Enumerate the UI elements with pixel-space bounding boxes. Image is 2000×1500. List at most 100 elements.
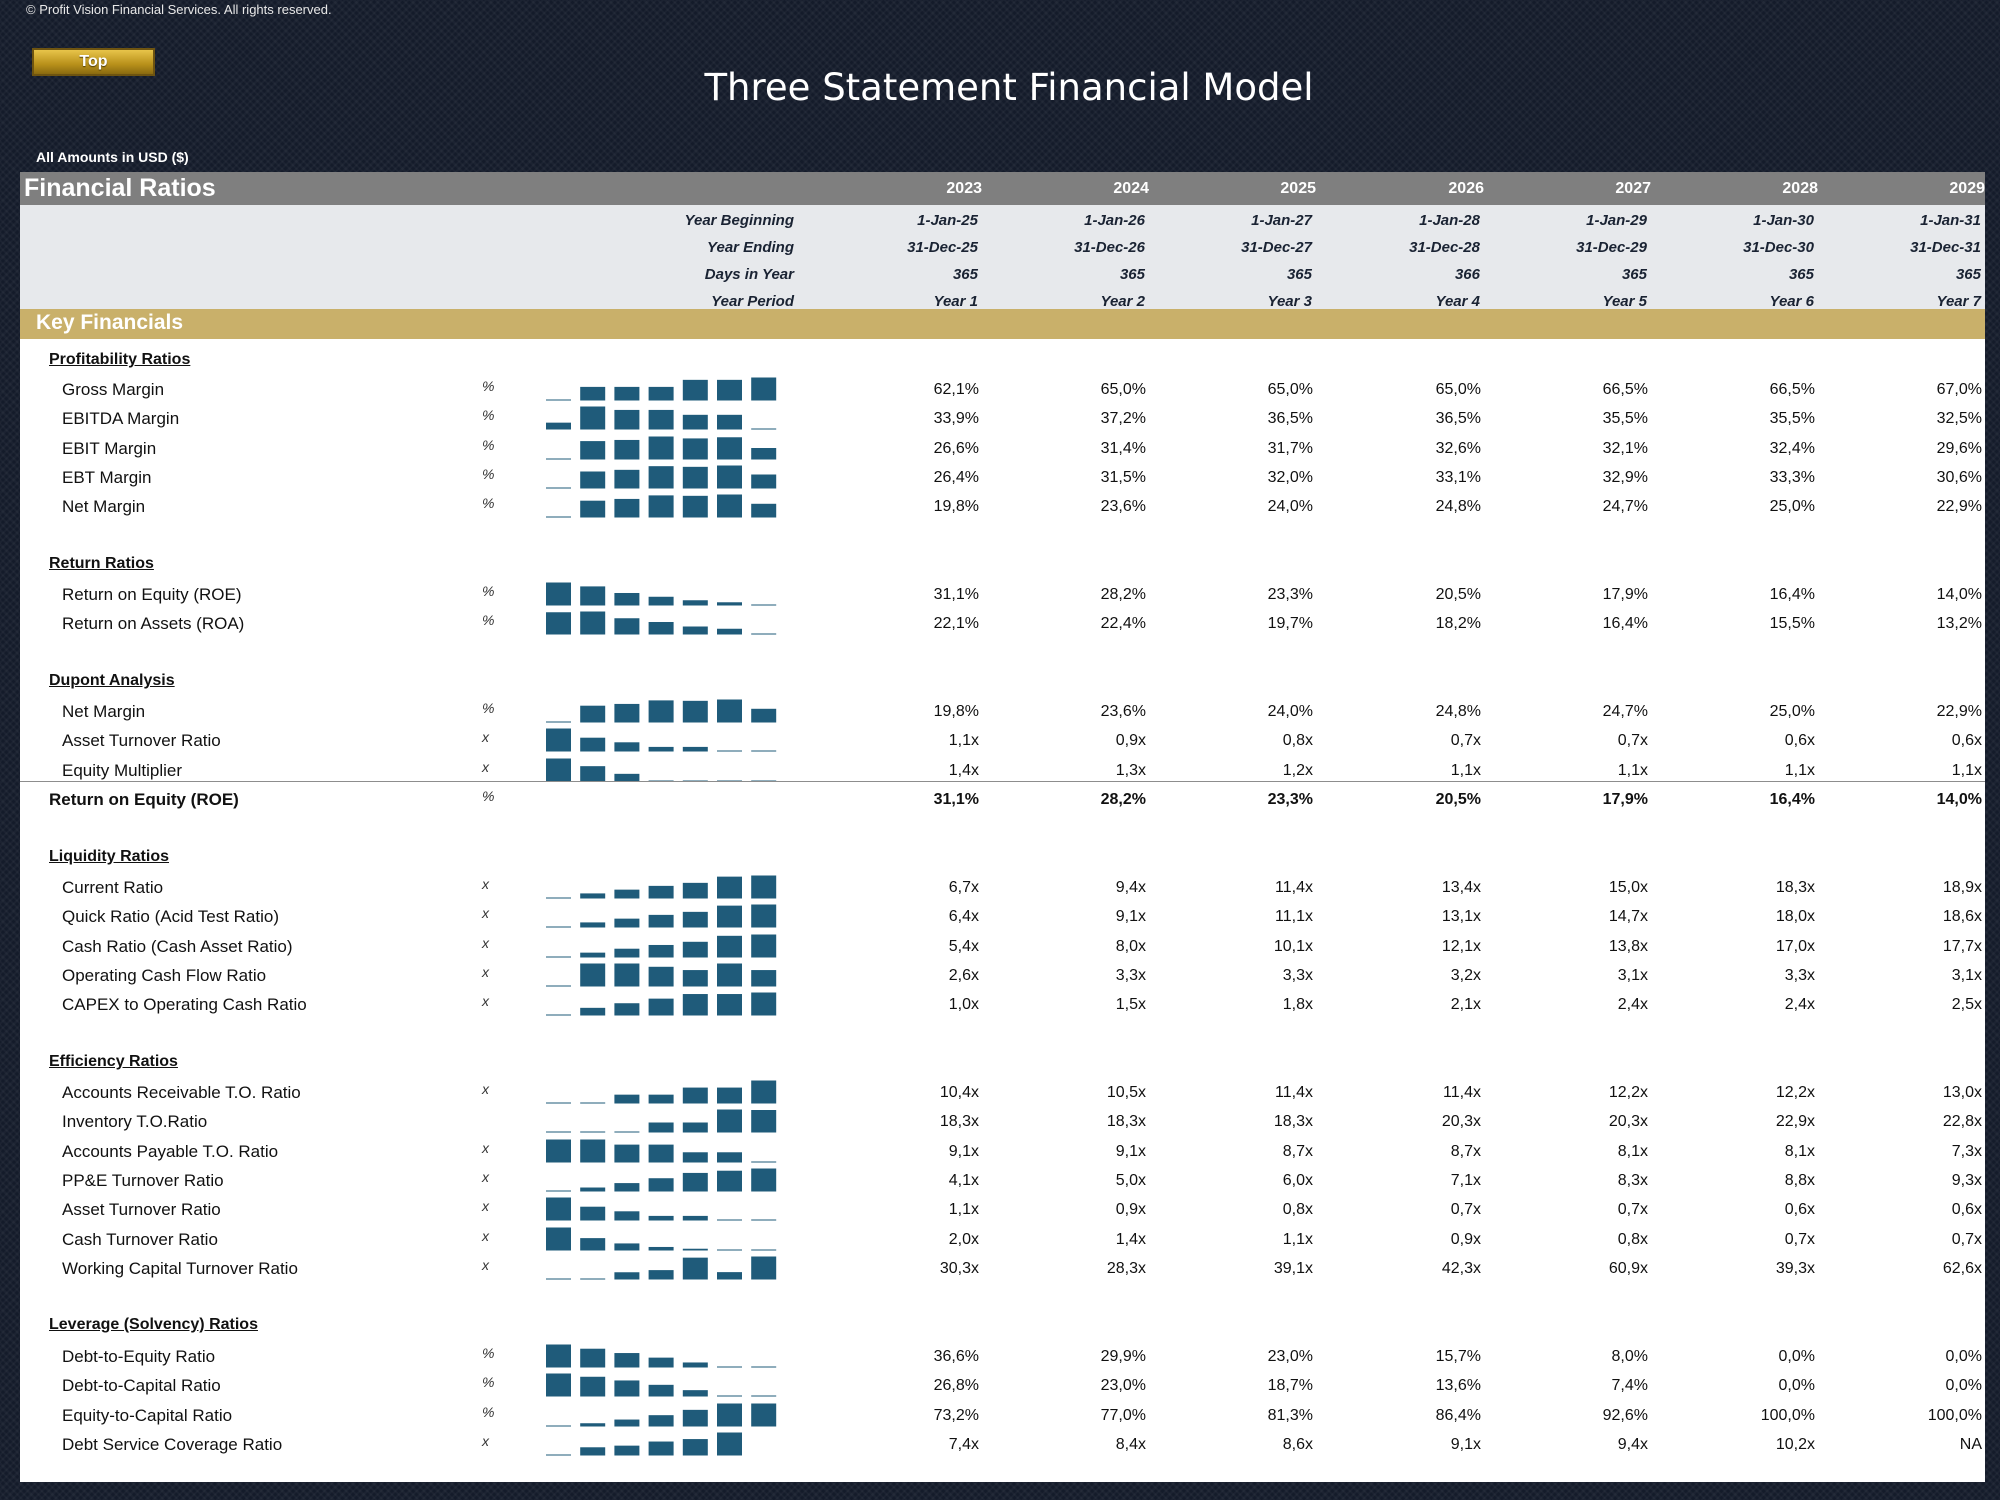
unit-indicator: % <box>482 407 495 424</box>
top-button[interactable]: Top <box>32 48 155 76</box>
sparkline-bar <box>682 438 708 460</box>
sparkline-baseline <box>546 399 571 401</box>
ratio-value: 0,0% <box>1778 1377 1815 1395</box>
period-value: Year 3 <box>1267 293 1312 310</box>
ratio-label: Current Ratio <box>62 878 164 897</box>
sparkline-baseline <box>751 780 777 782</box>
sparkline-bar <box>751 992 777 1016</box>
unit-indicator: % <box>482 1403 495 1420</box>
sparkline-bar <box>648 386 674 401</box>
ratio-row: PP&E Turnover Ratio x 4,1x 5,0x 6,0x 7,1x 8,3x… <box>20 1167 1985 1196</box>
ratio-value: 0,6x <box>1951 1201 1982 1219</box>
ratio-value: 18,9x <box>1942 879 1982 896</box>
ratio-value: 20,5% <box>1435 586 1481 603</box>
period-value: 365 <box>1955 266 1981 283</box>
ratio-label: Working Capital Turnover Ratio <box>62 1258 298 1278</box>
ratio-row: EBIT Margin% 26,6% 31,4% 31,7% 32,6% 32,1% 32,… <box>20 435 1985 464</box>
period-label: Year Period <box>711 293 794 310</box>
ratio-value: 13,4x <box>1441 879 1481 896</box>
sparkline-bar <box>648 1385 674 1397</box>
ratio-value: 1,4x <box>948 761 979 779</box>
ratio-value: 28,2% <box>1100 586 1146 603</box>
ratio-value: 2,5x <box>1951 996 1982 1014</box>
ratio-row: Equity-to-Capital Ratio% 73,2% 77,0% 81,3% 8… <box>20 1402 1985 1431</box>
year-header: 2023 <box>946 180 982 197</box>
ratio-label: Equity-to-Capital Ratio <box>62 1405 233 1425</box>
ratio-value: 20,3x <box>1608 1113 1648 1131</box>
sparkline-chart <box>546 1227 777 1250</box>
ratio-value: 1,1x <box>948 1201 979 1219</box>
ratio-value: 0,6x <box>1784 1201 1815 1219</box>
sparkline-baseline <box>682 780 708 782</box>
ratio-value: 1,1x <box>1617 761 1648 779</box>
ratio-value: 32,4% <box>1769 439 1815 457</box>
sparkline-bar <box>717 1109 742 1133</box>
ratio-value: 16,4% <box>1769 586 1815 603</box>
ratio-value: 31,7% <box>1267 439 1313 457</box>
ratio-value: 18,3x <box>1106 1113 1146 1131</box>
sparkline-bar <box>546 728 571 752</box>
sparkline-bar <box>648 1216 674 1221</box>
ratio-value: 32,0% <box>1267 468 1313 486</box>
ratio-value: 0,0% <box>1945 1377 1982 1395</box>
ratio-value: 23,6% <box>1100 703 1146 720</box>
ratio-value: 5,4x <box>948 937 979 955</box>
ratio-value: 24,7% <box>1602 498 1648 516</box>
ratio-value: 4,1x <box>948 1171 979 1189</box>
period-value: 365 <box>1119 266 1145 283</box>
sparkline-baseline <box>580 1278 606 1280</box>
ratio-value: 8,7x <box>1450 1142 1481 1160</box>
sparkline-baseline <box>751 1249 777 1250</box>
ratio-value: 23,3% <box>1267 586 1313 603</box>
ratio-value: 1,1x <box>1784 761 1815 779</box>
sparkline-bar <box>682 882 708 899</box>
period-value: 366 <box>1454 266 1480 283</box>
ratio-value: 5,0x <box>1115 1171 1146 1189</box>
ratio-value: 65,0% <box>1100 381 1146 398</box>
sparkline-bar <box>682 1248 708 1250</box>
sparkline-bar <box>717 494 742 518</box>
sparkline-bar <box>751 904 777 928</box>
period-value: 1-Jan-25 <box>917 212 978 229</box>
sparkline-baseline <box>546 458 571 460</box>
sparkline-baseline <box>717 1249 742 1250</box>
ratios-sheet: Financial Ratios 2023 2024 2025 2026 2027 202… <box>20 172 1985 1482</box>
sparkline-bar <box>717 935 742 958</box>
sparkline-baseline <box>717 1366 742 1368</box>
ratio-value: 8,6x <box>1282 1435 1313 1453</box>
ratio-value: 26,4% <box>933 468 979 486</box>
ratio-value: 24,8% <box>1435 703 1481 720</box>
ratio-value: 32,5% <box>1936 410 1982 428</box>
sparkline-chart <box>546 904 777 928</box>
sparkline-bar <box>648 915 674 928</box>
unit-indicator: % <box>482 465 495 482</box>
sparkline-bar <box>614 1094 640 1104</box>
ratio-value: 17,9% <box>1602 791 1648 808</box>
sparkline-bar <box>580 963 606 987</box>
sparkline-bar <box>682 912 708 928</box>
sparkline-bar <box>648 885 674 899</box>
currency-note: All Amounts in USD ($) <box>36 149 189 165</box>
sparkline-bar <box>648 495 674 518</box>
ratio-value: 0,8x <box>1282 732 1313 750</box>
unit-indicator: x <box>482 1139 489 1156</box>
ratio-row: Debt-to-Capital Ratio% 26,8% 23,0% 18,7% 13,… <box>20 1372 1985 1401</box>
sparkline-baseline <box>717 1395 742 1397</box>
ratio-value: 16,4% <box>1769 791 1815 808</box>
ratio-value: 24,0% <box>1267 703 1313 720</box>
sparkline-bar <box>614 1211 640 1221</box>
ratio-value: 28,3x <box>1106 1259 1146 1277</box>
sparkline-bar <box>717 629 742 635</box>
sparkline-chart <box>546 494 777 518</box>
ratio-value: 8,7x <box>1282 1142 1313 1160</box>
sparkline-bar <box>614 1272 640 1280</box>
ratio-value: 3,2x <box>1450 966 1481 984</box>
unit-indicator: x <box>482 993 489 1010</box>
ratio-label: CAPEX to Operating Cash Ratio <box>62 995 307 1015</box>
sparkline-bar <box>614 499 640 518</box>
ratio-value: 0,7x <box>1450 1201 1481 1219</box>
sheet-header-bar: Financial Ratios 2023 2024 2025 2026 2027 202… <box>20 172 1985 205</box>
ratio-value: 18,3x <box>1775 879 1815 896</box>
ratio-label: Gross Margin <box>62 380 165 399</box>
sparkline-bar <box>717 379 742 401</box>
